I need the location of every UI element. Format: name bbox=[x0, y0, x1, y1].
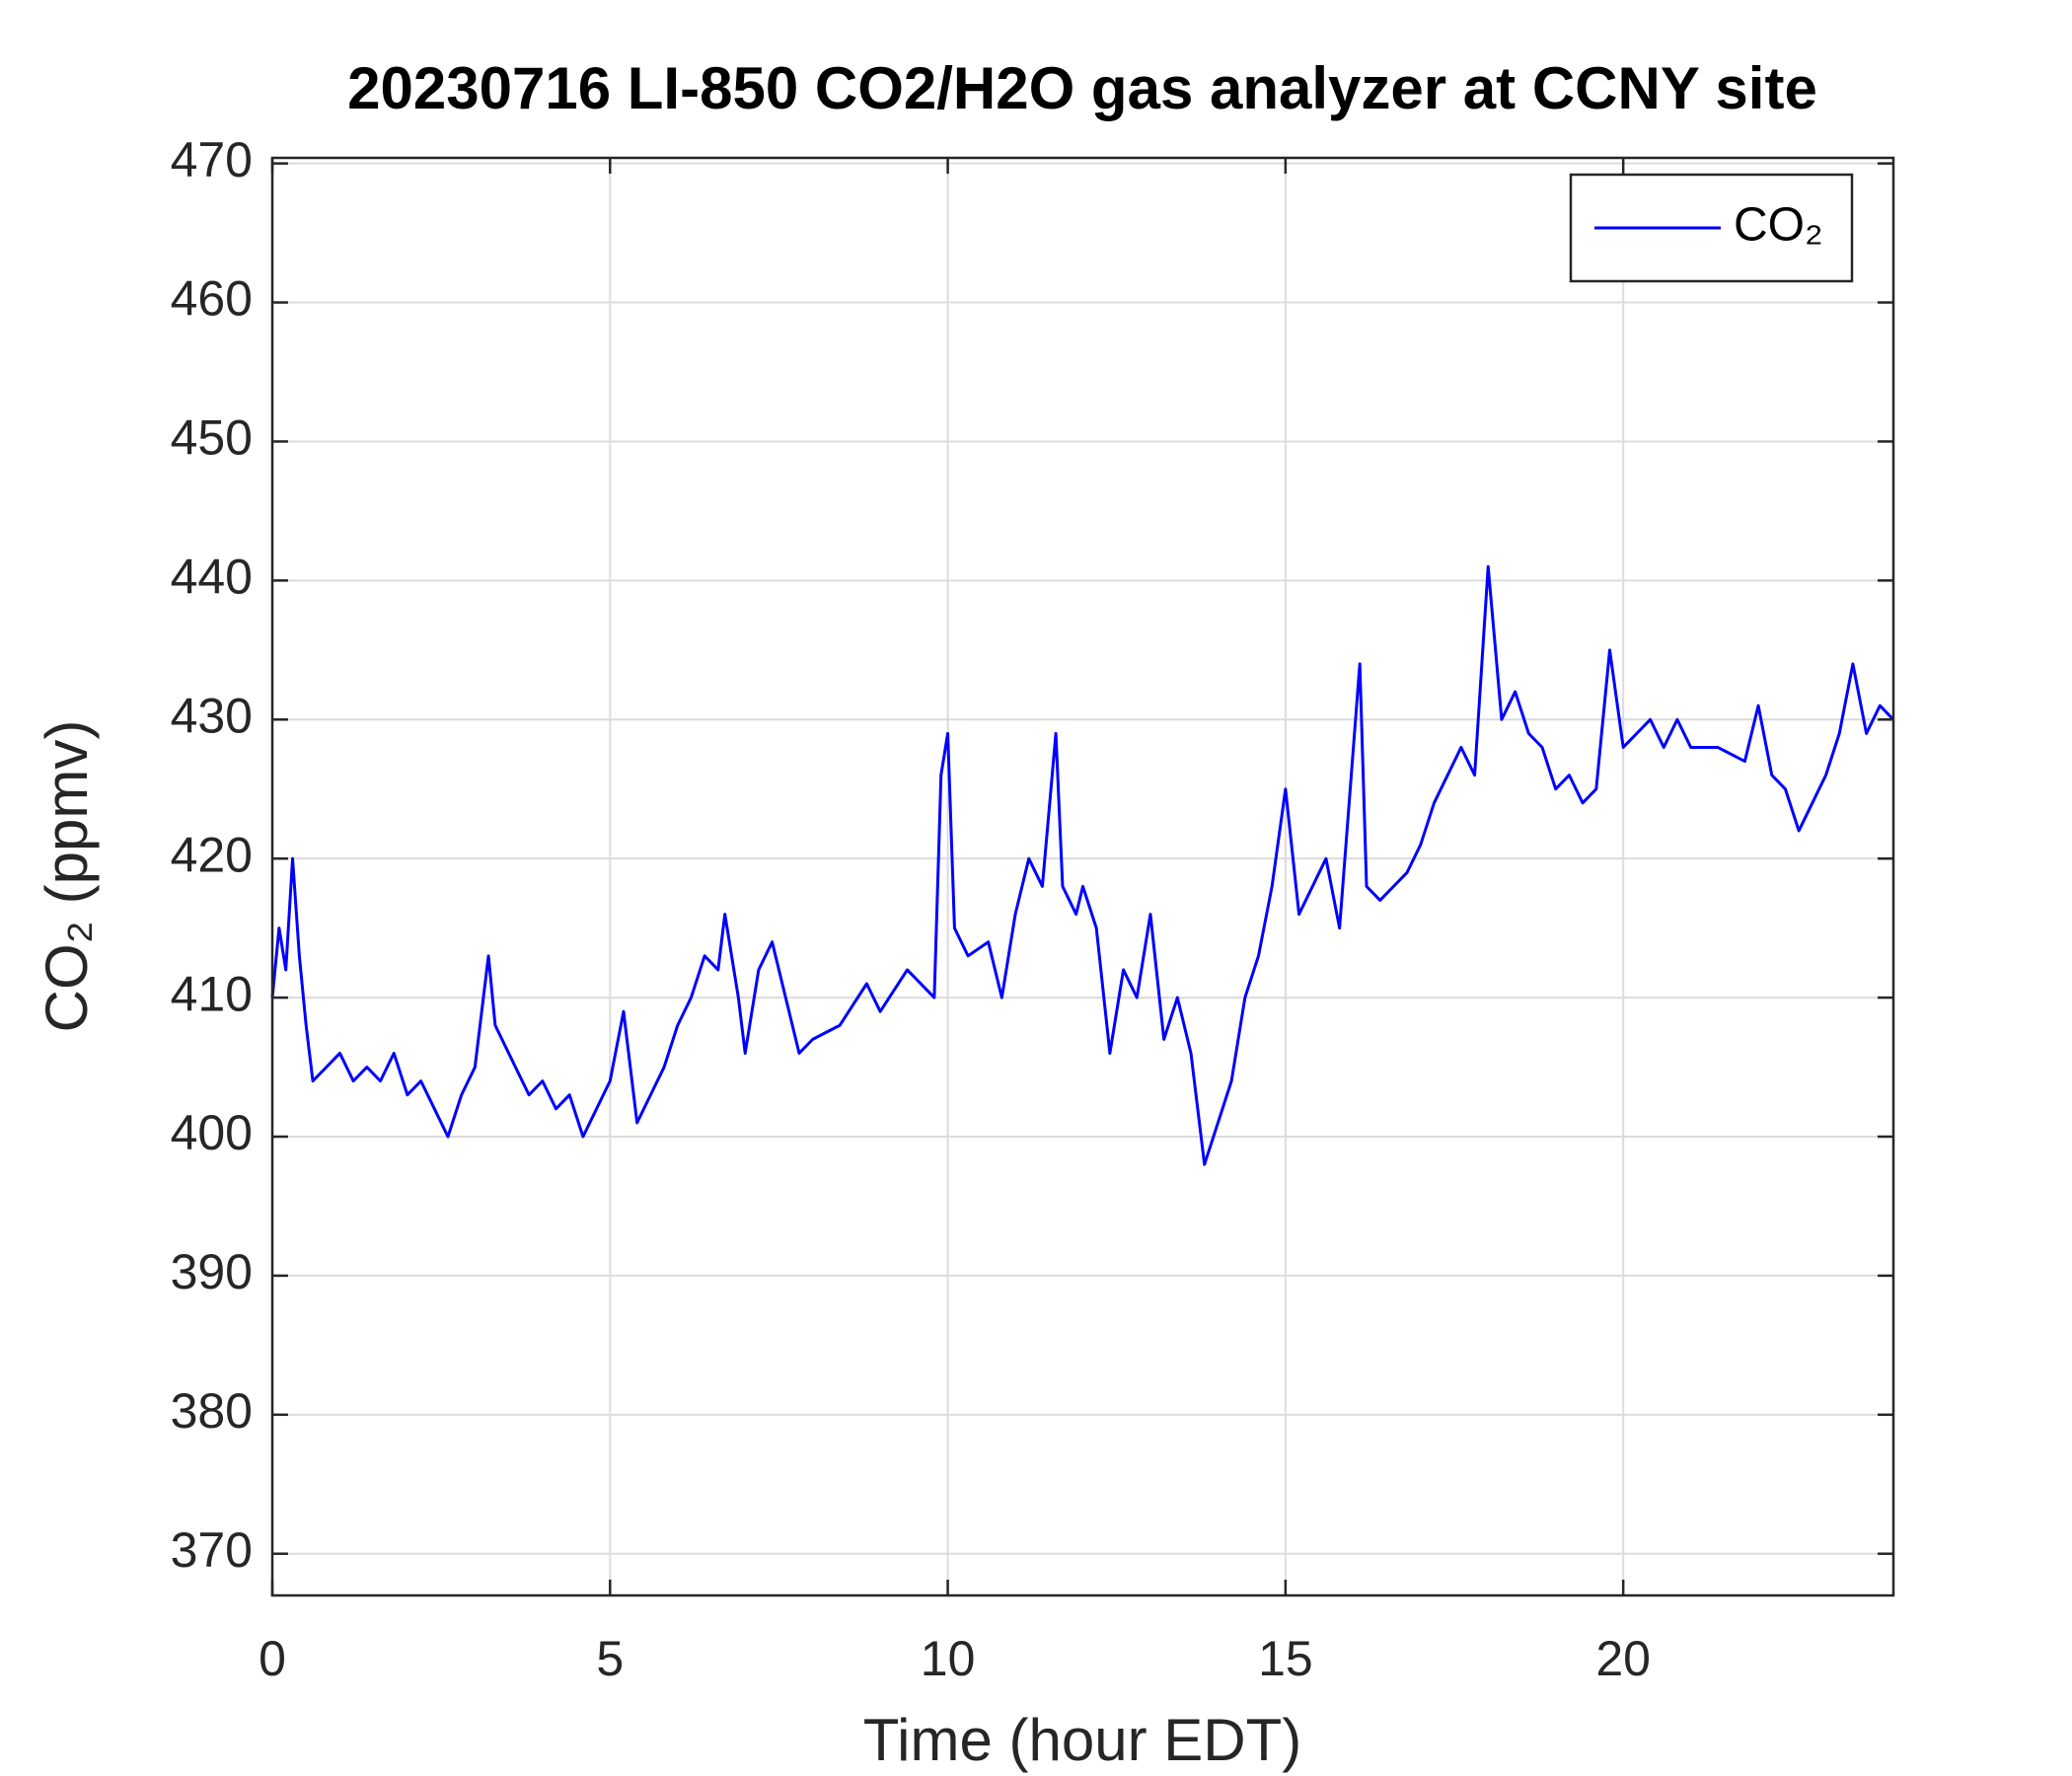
y-tick-label: 450 bbox=[171, 410, 253, 466]
y-tick-label: 470 bbox=[171, 132, 253, 187]
data-line bbox=[270, 564, 1895, 1166]
y-tick-label: 370 bbox=[171, 1522, 253, 1578]
legend-label: CO₂ bbox=[1734, 199, 1823, 252]
axes-box bbox=[270, 156, 1895, 1597]
y-tick-label: 420 bbox=[171, 827, 253, 882]
y-tick-label: 400 bbox=[171, 1105, 253, 1160]
y-axis-label: CO₂ (ppmv) bbox=[34, 720, 100, 1033]
y-tick-label: 440 bbox=[171, 550, 253, 605]
y-tick-label: 410 bbox=[171, 966, 253, 1021]
x-tick-label: 0 bbox=[259, 1631, 286, 1686]
y-tick-label: 380 bbox=[171, 1383, 253, 1439]
y-tick-label: 430 bbox=[171, 688, 253, 743]
x-axis-label: Time (hour EDT) bbox=[863, 1707, 1302, 1773]
chart-title: 20230716 LI-850 CO2/H2O gas analyzer at … bbox=[347, 55, 1817, 121]
x-tick-label: 5 bbox=[596, 1631, 624, 1686]
x-tick-label: 10 bbox=[921, 1631, 976, 1686]
y-tick-label: 390 bbox=[171, 1244, 253, 1299]
x-tick-label: 20 bbox=[1595, 1631, 1651, 1686]
x-tick-label: 15 bbox=[1258, 1631, 1313, 1686]
y-tick-label: 460 bbox=[171, 271, 253, 327]
